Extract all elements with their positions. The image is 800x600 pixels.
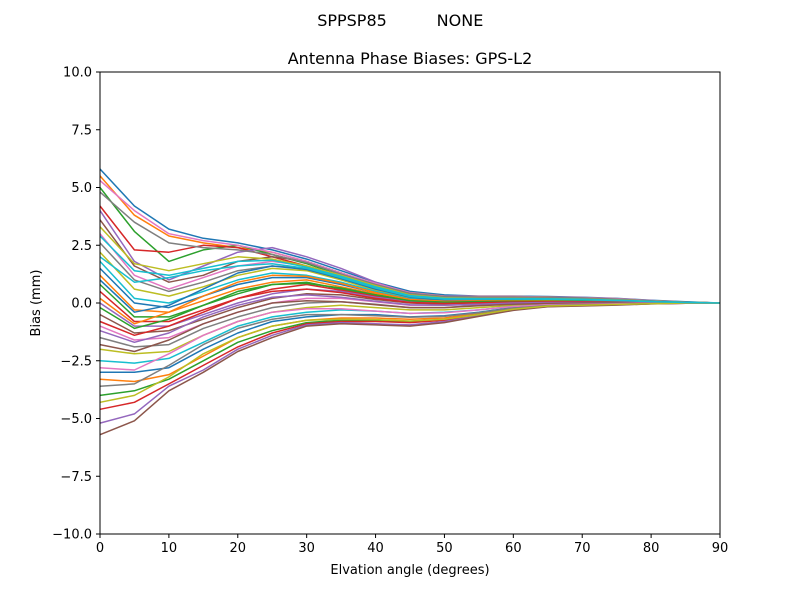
x-tick-label: 50 <box>436 541 453 556</box>
y-tick-label: 0.0 <box>71 297 92 312</box>
y-tick-label: 10.0 <box>63 66 92 81</box>
y-tick-label: −7.5 <box>60 470 92 485</box>
x-tick-label: 20 <box>230 541 247 556</box>
x-tick-label: 80 <box>643 541 660 556</box>
series-line-39 <box>99 302 720 404</box>
y-tick-label: −2.5 <box>60 354 92 369</box>
y-tick-label: −10.0 <box>52 528 92 543</box>
chart-title: Antenna Phase Biases: GPS-L2 <box>288 49 533 68</box>
x-tick-label: 70 <box>574 541 591 556</box>
suptitle-station: SPPSP85 <box>317 11 387 30</box>
y-tick-label: −5.0 <box>60 412 92 427</box>
plot-area: 0 10 20 30 40 50 60 70 80 90 −10.0 −7.5 −5.0 −2.5 0.0… <box>52 66 728 557</box>
x-tick-label: 60 <box>505 541 522 556</box>
x-tick-label: 40 <box>367 541 384 556</box>
series-line-28 <box>99 191 721 304</box>
x-tick-label: 10 <box>161 541 178 556</box>
series-line-40 <box>99 256 721 304</box>
y-tick-label: 2.5 <box>71 239 92 254</box>
x-axis-label: Elvation angle (degrees) <box>330 563 489 578</box>
y-tick-label: 7.5 <box>71 123 92 138</box>
suptitle-radome: NONE <box>437 11 484 30</box>
y-axis-ticks: −10.0 −7.5 −5.0 −2.5 0.0 2.5 5.0 7.5 10.0 <box>52 66 100 543</box>
y-axis-label: Bias (mm) <box>29 270 44 337</box>
x-axis-ticks: 0 10 20 30 40 50 60 70 80 90 <box>96 534 728 556</box>
x-tick-label: 90 <box>712 541 729 556</box>
x-tick-label: 0 <box>96 541 104 556</box>
series-layer <box>99 168 721 436</box>
x-tick-label: 30 <box>298 541 315 556</box>
y-tick-label: 5.0 <box>71 181 92 196</box>
